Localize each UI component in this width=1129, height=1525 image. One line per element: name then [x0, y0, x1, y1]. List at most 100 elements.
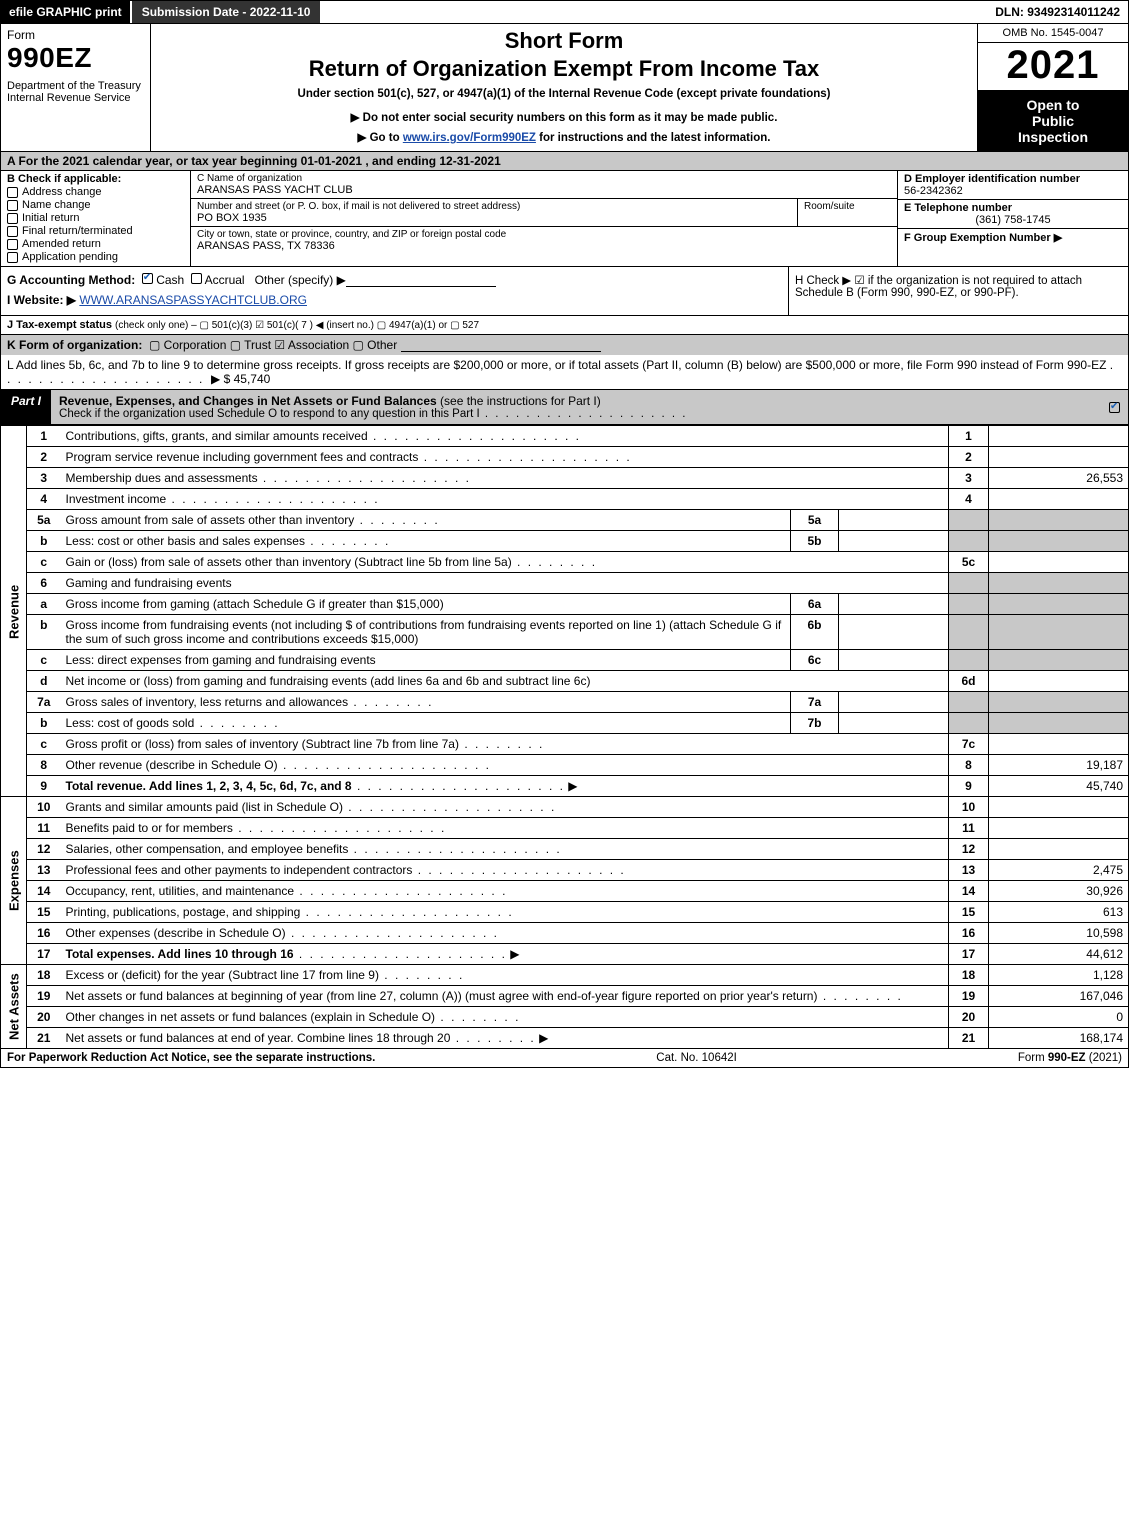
- checkbox-icon: [7, 239, 18, 250]
- c-label: C Name of organization: [197, 173, 891, 184]
- irs-link[interactable]: www.irs.gov/Form990EZ: [403, 132, 536, 144]
- numcol: 5c: [949, 552, 989, 573]
- line-7a: 7a Gross sales of inventory, less return…: [1, 692, 1129, 713]
- ln: c: [27, 734, 61, 755]
- desc: Gross amount from sale of assets other t…: [61, 510, 791, 531]
- line-4: 4 Investment income 4: [1, 489, 1129, 510]
- j-detail: (check only one) – ▢ 501(c)(3) ☑ 501(c)(…: [115, 320, 479, 331]
- numcol: [949, 615, 989, 650]
- desc: Other expenses (describe in Schedule O): [61, 923, 949, 944]
- section-b: B Check if applicable: Address change Na…: [1, 171, 191, 266]
- val: [989, 594, 1129, 615]
- part1-checkbox[interactable]: [1101, 390, 1128, 424]
- form-header: Form 990EZ Department of the Treasury In…: [0, 24, 1129, 152]
- part1-header: Part I Revenue, Expenses, and Changes in…: [0, 390, 1129, 425]
- chk-label: Amended return: [22, 238, 101, 250]
- side-label-netassets: Net Assets: [1, 965, 27, 1049]
- ein-row: D Employer identification number 56-2342…: [898, 171, 1128, 200]
- efile-topbar: efile GRAPHIC print Submission Date - 20…: [0, 0, 1129, 24]
- open-to-public: Open to Public Inspection: [978, 91, 1128, 151]
- ln: b: [27, 531, 61, 552]
- ln: 12: [27, 839, 61, 860]
- subcol: 6c: [791, 650, 839, 671]
- line-6a: a Gross income from gaming (attach Sched…: [1, 594, 1129, 615]
- row-j: J Tax-exempt status (check only one) – ▢…: [1, 315, 1128, 334]
- val: [989, 734, 1129, 755]
- desc: Printing, publications, postage, and shi…: [61, 902, 949, 923]
- ln: c: [27, 650, 61, 671]
- numcol: 9: [949, 776, 989, 797]
- numcol: 18: [949, 965, 989, 986]
- part1-title-text: Revenue, Expenses, and Changes in Net As…: [59, 394, 437, 408]
- checkbox-icon: [7, 200, 18, 211]
- chk-name-change[interactable]: Name change: [7, 199, 184, 211]
- short-form-title: Short Form: [159, 28, 969, 54]
- desc: Net income or (loss) from gaming and fun…: [61, 671, 949, 692]
- g-label: G Accounting Method:: [7, 273, 135, 287]
- form-title: Return of Organization Exempt From Incom…: [159, 56, 969, 82]
- chk-label: Initial return: [22, 212, 79, 224]
- line-7c: c Gross profit or (loss) from sales of i…: [1, 734, 1129, 755]
- street-label: Number and street (or P. O. box, if mail…: [197, 201, 791, 212]
- note2-pre: ▶ Go to: [358, 132, 403, 144]
- desc: Professional fees and other payments to …: [61, 860, 949, 881]
- section-def: D Employer identification number 56-2342…: [898, 171, 1128, 266]
- subval: [839, 692, 949, 713]
- org-name: ARANSAS PASS YACHT CLUB: [197, 184, 891, 196]
- e-label: E Telephone number: [904, 202, 1122, 214]
- line-13: 13 Professional fees and other payments …: [1, 860, 1129, 881]
- numcol: 12: [949, 839, 989, 860]
- omb-number: OMB No. 1545-0047: [978, 24, 1128, 43]
- line-15: 15 Printing, publications, postage, and …: [1, 902, 1129, 923]
- department: Department of the Treasury Internal Reve…: [7, 80, 144, 104]
- footer-left: For Paperwork Reduction Act Notice, see …: [7, 1052, 375, 1064]
- chk-initial-return[interactable]: Initial return: [7, 212, 184, 224]
- section-bcdef: B Check if applicable: Address change Na…: [0, 171, 1129, 266]
- val: [989, 552, 1129, 573]
- part1-tab: Part I: [1, 390, 51, 424]
- checkbox-icon[interactable]: [142, 273, 153, 284]
- city-label: City or town, state or province, country…: [197, 229, 891, 240]
- checkbox-icon[interactable]: [191, 273, 202, 284]
- line-16: 16 Other expenses (describe in Schedule …: [1, 923, 1129, 944]
- side-label-revenue: Revenue: [1, 426, 27, 797]
- ln: 18: [27, 965, 61, 986]
- desc: Contributions, gifts, grants, and simila…: [61, 426, 949, 447]
- desc: Benefits paid to or for members: [61, 818, 949, 839]
- numcol: 8: [949, 755, 989, 776]
- chk-final-return[interactable]: Final return/terminated: [7, 225, 184, 237]
- row-a-tax-year: A For the 2021 calendar year, or tax yea…: [0, 152, 1129, 171]
- numcol: 21: [949, 1028, 989, 1049]
- val: 0: [989, 1007, 1129, 1028]
- ln: b: [27, 713, 61, 734]
- desc: Gross sales of inventory, less returns a…: [61, 692, 791, 713]
- desc: Less: cost of goods sold: [61, 713, 791, 734]
- desc: Excess or (deficit) for the year (Subtra…: [61, 965, 949, 986]
- f-label: F Group Exemption Number ▶: [904, 231, 1122, 244]
- chk-amended-return[interactable]: Amended return: [7, 238, 184, 250]
- ln: 3: [27, 468, 61, 489]
- header-left: Form 990EZ Department of the Treasury In…: [1, 24, 151, 151]
- desc: Net assets or fund balances at beginning…: [61, 986, 949, 1007]
- row-gh: G Accounting Method: Cash Accrual Other …: [1, 267, 1128, 315]
- subcol: 5b: [791, 531, 839, 552]
- j-label: J Tax-exempt status: [7, 319, 112, 331]
- line-2: 2 Program service revenue including gove…: [1, 447, 1129, 468]
- numcol: 15: [949, 902, 989, 923]
- subcol: 6a: [791, 594, 839, 615]
- desc: Salaries, other compensation, and employ…: [61, 839, 949, 860]
- numcol: 20: [949, 1007, 989, 1028]
- group-exemption-row: F Group Exemption Number ▶: [898, 229, 1128, 266]
- chk-application-pending[interactable]: Application pending: [7, 251, 184, 263]
- website-link[interactable]: WWW.ARANSASPASSYACHTCLUB.ORG: [79, 293, 307, 307]
- open-line3: Inspection: [982, 129, 1124, 145]
- numcol: [949, 713, 989, 734]
- numcol: [949, 573, 989, 594]
- footer-right-post: (2021): [1086, 1052, 1122, 1064]
- chk-address-change[interactable]: Address change: [7, 186, 184, 198]
- k-opts: ▢ Corporation ▢ Trust ☑ Association ▢ Ot…: [149, 338, 397, 352]
- header-center: Short Form Return of Organization Exempt…: [151, 24, 978, 151]
- numcol: 19: [949, 986, 989, 1007]
- desc: Gaming and fundraising events: [61, 573, 949, 594]
- val: 26,553: [989, 468, 1129, 489]
